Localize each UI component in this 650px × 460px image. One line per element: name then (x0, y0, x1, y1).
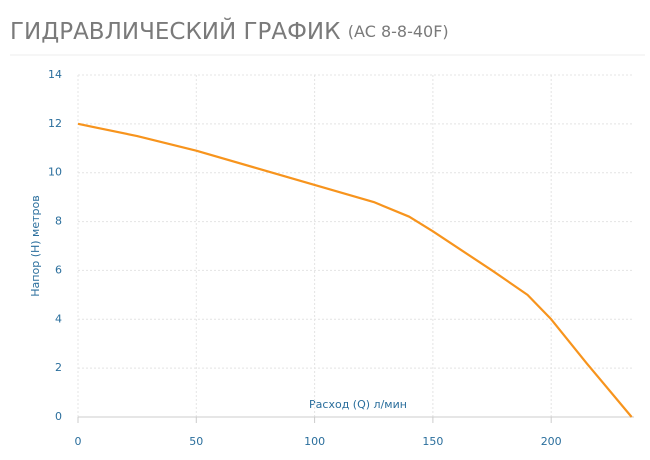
title-model: (AC 8-8-40F) (348, 22, 449, 41)
x-tick-label: 0 (75, 435, 82, 448)
x-tick-label: 50 (189, 435, 203, 448)
y-tick-label: 10 (48, 166, 62, 179)
y-tick-label: 14 (48, 68, 62, 81)
title-main: ГИДРАВЛИЧЕСКИЙ ГРАФИК (10, 17, 340, 45)
y-tick-label: 2 (55, 361, 62, 374)
y-tick-label: 12 (48, 117, 62, 130)
x-axis-label: Расход (Q) л/мин (309, 398, 407, 411)
x-tick-label: 150 (422, 435, 443, 448)
x-tick-label: 200 (541, 435, 562, 448)
y-tick-label: 6 (55, 263, 62, 276)
y-axis-label: Напор (H) метров (29, 195, 42, 296)
y-tick-label: 0 (55, 410, 62, 423)
curve (77, 122, 633, 418)
chart-title: ГИДРАВЛИЧЕСКИЙ ГРАФИК (AC 8-8-40F) (10, 17, 449, 45)
y-tick-label: 8 (55, 215, 62, 228)
x-tick-label: 100 (304, 435, 325, 448)
y-tick-label: 4 (55, 312, 62, 325)
